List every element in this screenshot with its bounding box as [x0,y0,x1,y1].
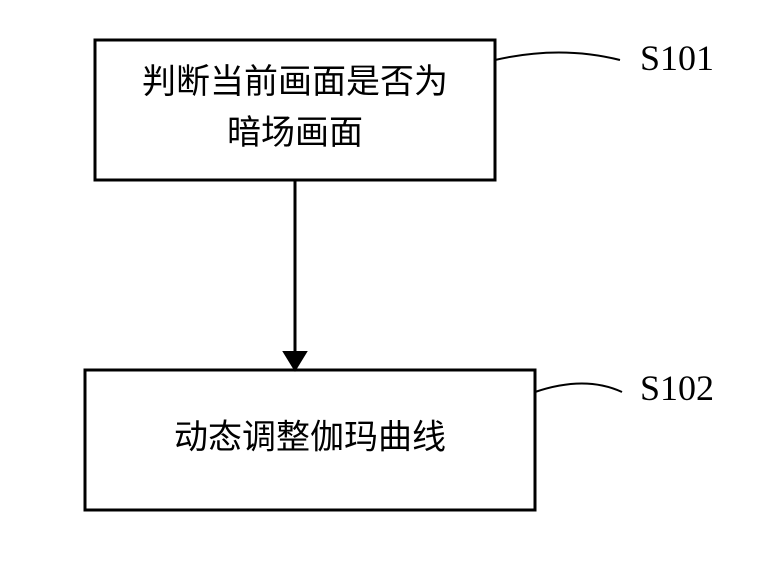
step-label-s102: S102 [640,368,714,408]
flow-node-text-s102-line0: 动态调整伽玛曲线 [174,419,446,457]
step-label-s101: S101 [640,38,714,78]
flow-node-text-s101-line1: 暗场画面 [227,114,363,152]
flow-node-text-s101-line0: 判断当前画面是否为 [142,63,448,101]
